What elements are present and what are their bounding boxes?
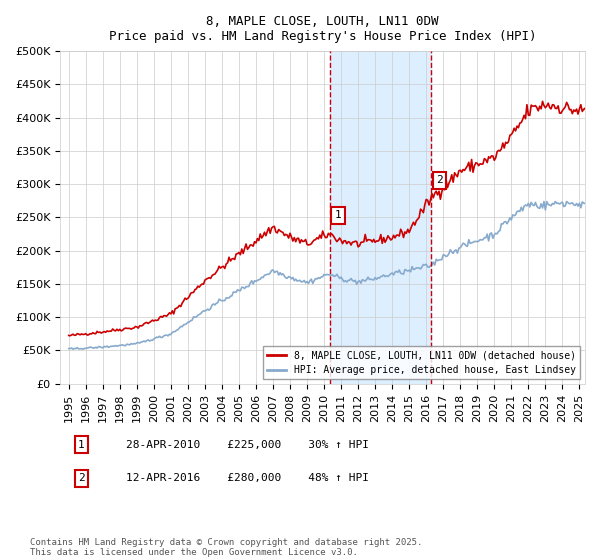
Bar [329, 51, 431, 384]
Text: 2: 2 [78, 473, 85, 483]
Text: 28-APR-2010    £225,000    30% ↑ HPI: 28-APR-2010 £225,000 30% ↑ HPI [126, 440, 369, 450]
Text: 1: 1 [335, 210, 341, 220]
Text: 12-APR-2016    £280,000    48% ↑ HPI: 12-APR-2016 £280,000 48% ↑ HPI [126, 473, 369, 483]
Text: 1: 1 [78, 440, 85, 450]
Legend: 8, MAPLE CLOSE, LOUTH, LN11 0DW (detached house), HPI: Average price, detached h: 8, MAPLE CLOSE, LOUTH, LN11 0DW (detache… [263, 346, 580, 379]
Title: 8, MAPLE CLOSE, LOUTH, LN11 0DW
Price paid vs. HM Land Registry's House Price In: 8, MAPLE CLOSE, LOUTH, LN11 0DW Price pa… [109, 15, 536, 43]
Text: Contains HM Land Registry data © Crown copyright and database right 2025.
This d: Contains HM Land Registry data © Crown c… [30, 538, 422, 557]
Text: 2: 2 [436, 175, 443, 185]
